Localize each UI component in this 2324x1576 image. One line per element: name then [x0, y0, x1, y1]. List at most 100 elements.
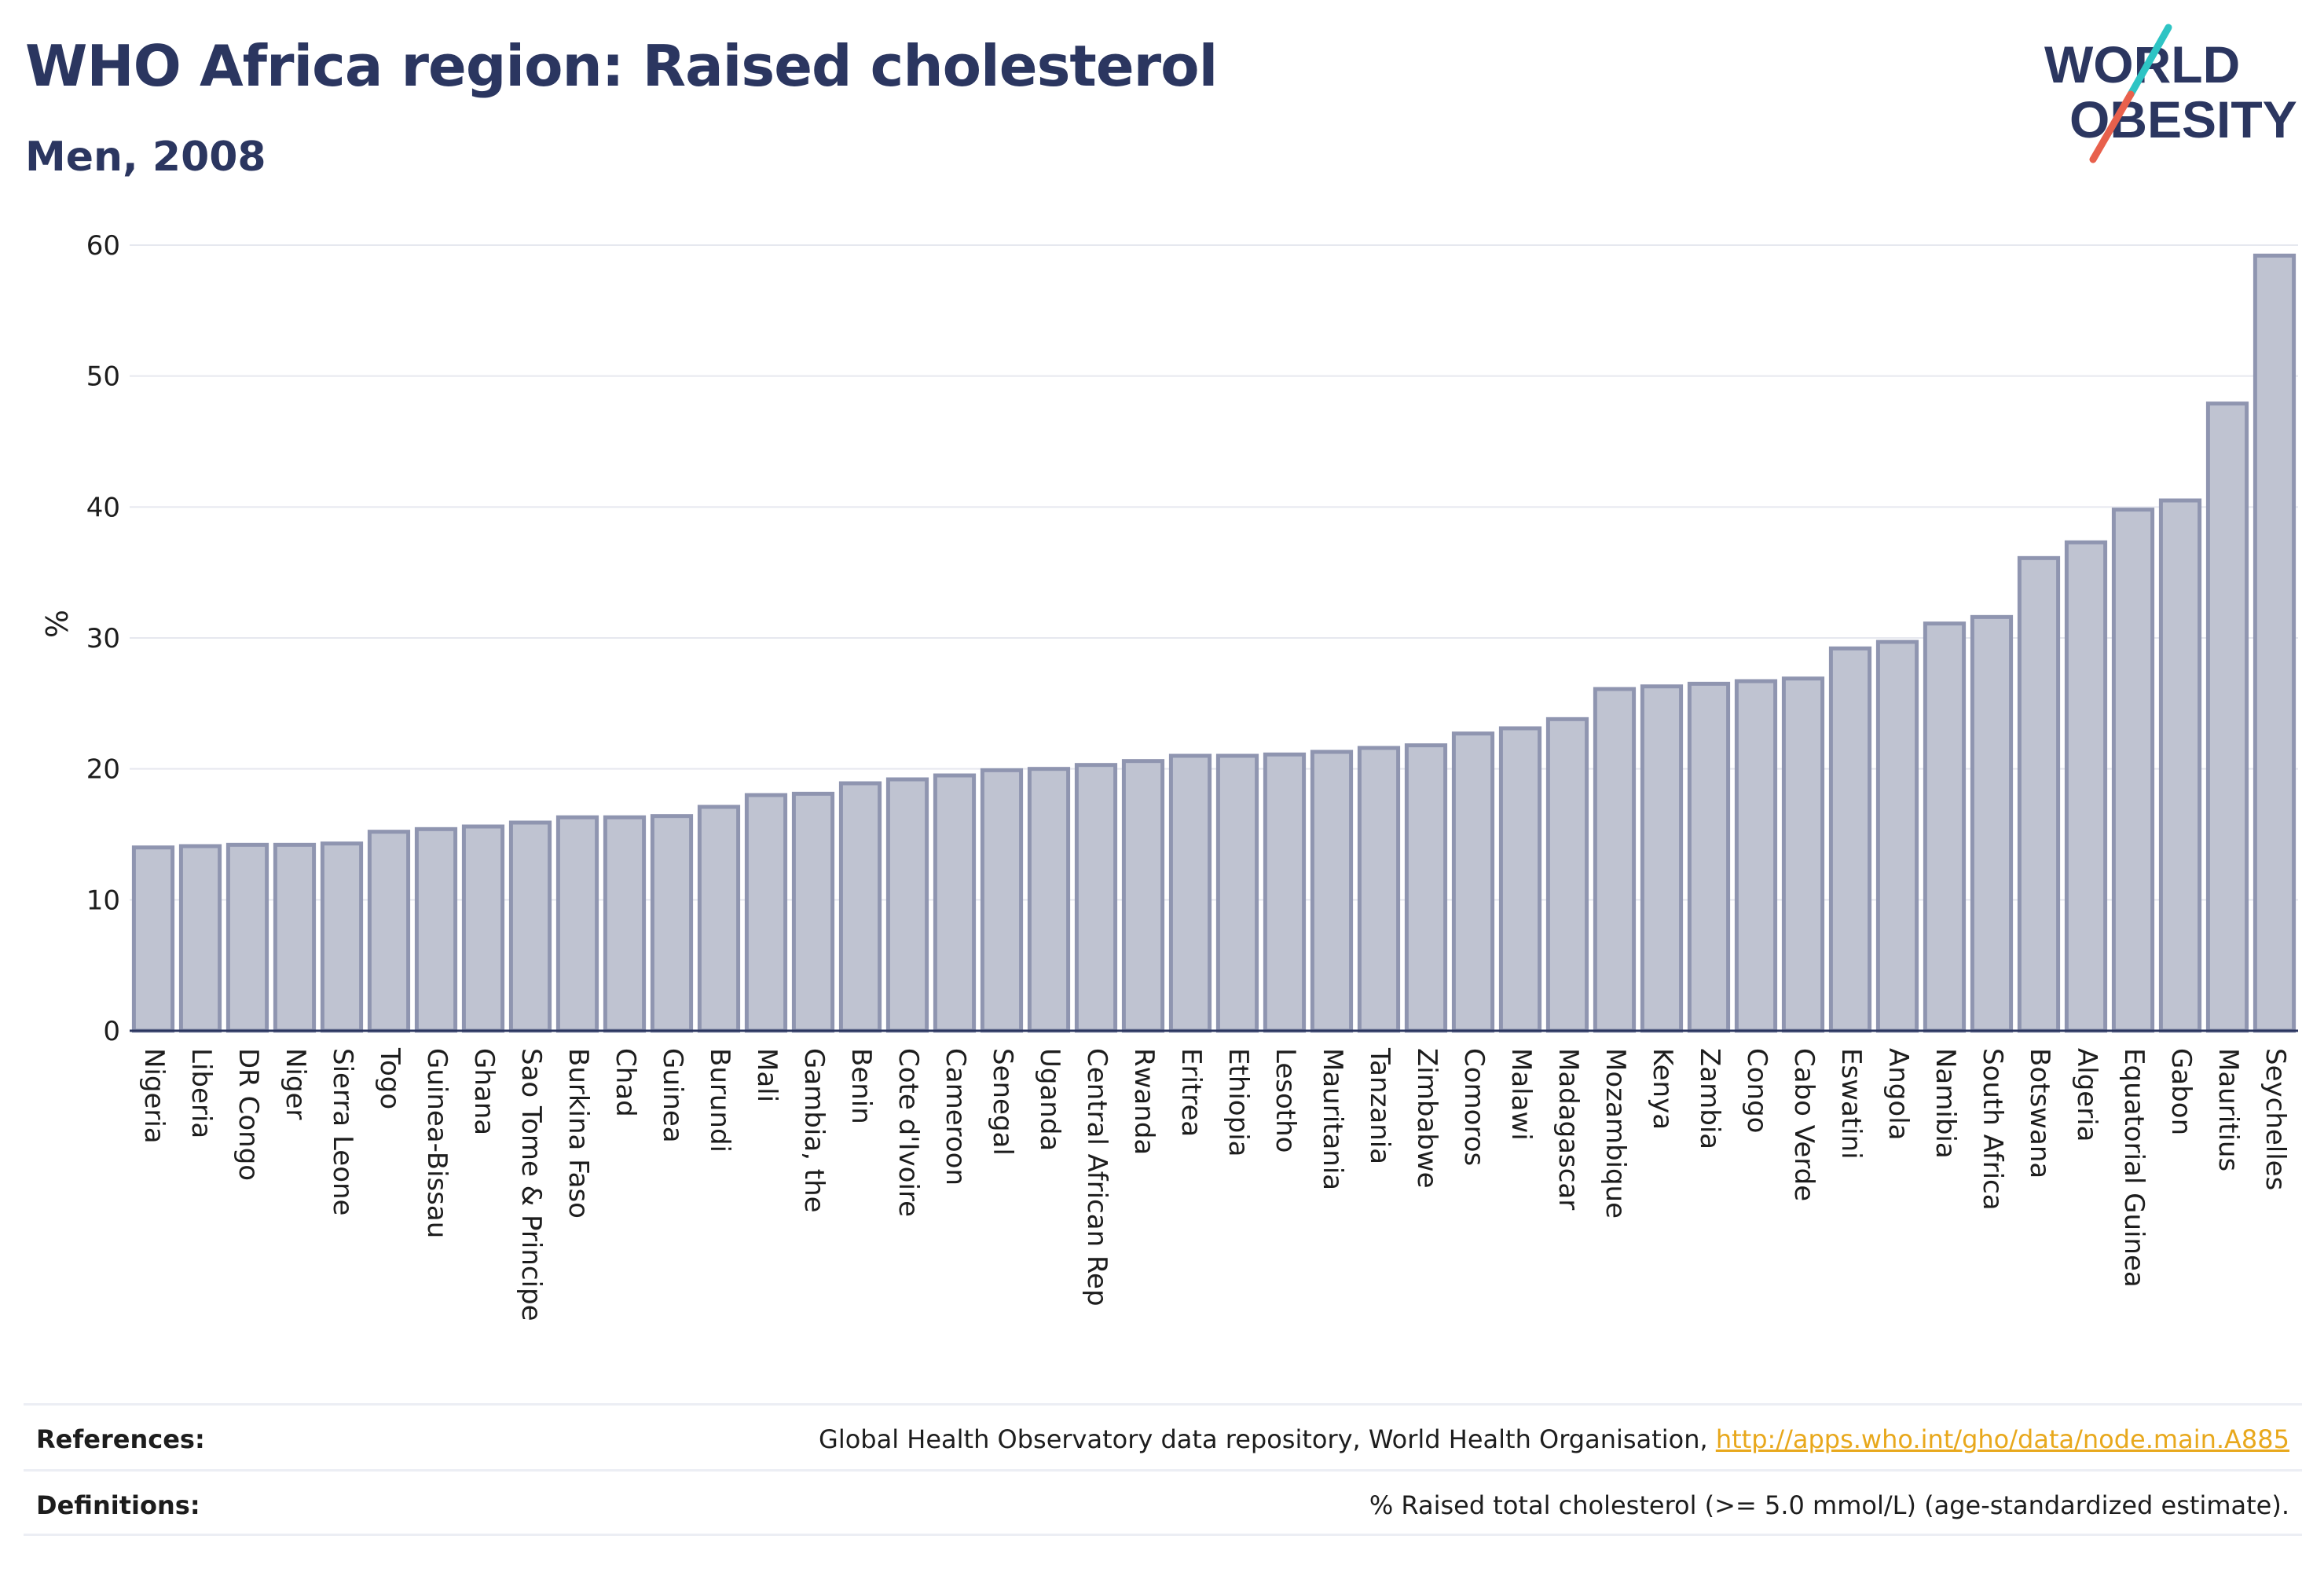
y-tick-label: 0: [103, 1016, 120, 1047]
x-tick-label: Gabon: [2165, 1048, 2197, 1135]
bar[interactable]: [178, 844, 222, 1033]
bar[interactable]: [2253, 253, 2297, 1033]
bar[interactable]: [2111, 508, 2155, 1033]
x-tick-label: Eritrea: [1175, 1048, 1207, 1137]
bar[interactable]: [1923, 621, 1967, 1033]
x-tick-label: Mozambique: [1600, 1048, 1631, 1219]
bar[interactable]: [1687, 681, 1731, 1033]
references-label: References:: [36, 1424, 205, 1454]
bar[interactable]: [1970, 614, 2014, 1033]
chart-subtitle: Men, 2008: [25, 134, 266, 181]
bar[interactable]: [367, 830, 411, 1033]
bar[interactable]: [933, 773, 977, 1033]
bars: [131, 253, 2297, 1033]
y-tick-label: 20: [86, 754, 120, 786]
y-axis-ticks: 0 10 20 30 40 50 60: [86, 230, 120, 1047]
y-axis-title: %: [38, 610, 73, 638]
x-tick-label: Botswana: [2024, 1048, 2055, 1178]
bar[interactable]: [603, 815, 647, 1033]
x-tick-label: Rwanda: [1128, 1048, 1160, 1155]
bar[interactable]: [1404, 743, 1448, 1033]
x-tick-label: Mauritania: [1317, 1048, 1348, 1190]
bar[interactable]: [1781, 676, 1825, 1033]
x-tick-label: Ethiopia: [1222, 1048, 1254, 1156]
bar[interactable]: [980, 768, 1024, 1033]
bar[interactable]: [2064, 540, 2108, 1033]
bar[interactable]: [1640, 684, 1684, 1033]
bar[interactable]: [744, 793, 788, 1033]
bar[interactable]: [1734, 679, 1778, 1033]
x-tick-label: DR Congo: [233, 1048, 264, 1181]
bar[interactable]: [1310, 750, 1354, 1033]
definitions-label: Definitions:: [36, 1490, 200, 1520]
bar[interactable]: [2017, 555, 2061, 1033]
x-tick-label: Burkina Faso: [563, 1048, 594, 1219]
x-tick-label: Gambia, the: [798, 1048, 830, 1213]
bar[interactable]: [273, 842, 317, 1033]
x-tick-label: Ghana: [468, 1048, 500, 1135]
bar[interactable]: [225, 842, 269, 1033]
x-tick-label: Angola: [1882, 1048, 1914, 1140]
bar[interactable]: [838, 781, 882, 1033]
bar[interactable]: [1121, 759, 1165, 1033]
bar[interactable]: [1498, 726, 1542, 1033]
x-tick-label: Burundi: [704, 1048, 735, 1153]
x-tick-label: Cote d'Ivoire: [893, 1048, 924, 1217]
bar[interactable]: [2205, 401, 2249, 1033]
x-tick-label: Niger: [280, 1048, 311, 1120]
references-link[interactable]: http://apps.who.int/gho/data/node.main.A…: [1715, 1424, 2289, 1454]
x-tick-label: Lesotho: [1270, 1048, 1301, 1153]
bar[interactable]: [320, 841, 364, 1033]
logo-graphic: WORLD OBESITY: [2044, 24, 2297, 163]
bar[interactable]: [2158, 498, 2202, 1033]
bar[interactable]: [885, 777, 929, 1033]
logo-line1: WORLD: [2044, 35, 2240, 93]
x-tick-label: Equatorial Guinea: [2118, 1048, 2150, 1288]
bar[interactable]: [1545, 717, 1589, 1033]
bar[interactable]: [131, 845, 175, 1033]
world-obesity-logo[interactable]: WORLD OBESITY: [2043, 20, 2310, 169]
bar[interactable]: [1027, 767, 1071, 1033]
bar[interactable]: [1593, 687, 1637, 1033]
logo-slash-bottom: [2089, 90, 2135, 163]
x-tick-label: South Africa: [1977, 1048, 2008, 1211]
x-tick-label: Senegal: [987, 1048, 1018, 1156]
x-tick-label: Malawi: [1505, 1048, 1537, 1141]
x-tick-label: Comoros: [1458, 1048, 1490, 1166]
bar[interactable]: [650, 814, 694, 1033]
bar[interactable]: [1074, 763, 1118, 1033]
x-tick-label: Sao Tome & Principe: [515, 1048, 547, 1321]
x-tick-label: Eswatini: [1835, 1048, 1867, 1160]
x-tick-label: Congo: [1741, 1048, 1772, 1133]
bar[interactable]: [1828, 646, 1872, 1033]
footer-divider-middle: [24, 1469, 2302, 1472]
x-tick-label: Togo: [374, 1047, 405, 1109]
bar[interactable]: [1263, 752, 1307, 1033]
bar[interactable]: [1357, 746, 1401, 1033]
definitions-text: % Raised total cholesterol (>= 5.0 mmol/…: [1369, 1490, 2289, 1520]
x-tick-label: Zambia: [1694, 1048, 1725, 1149]
definitions-row: Definitions: % Raised total cholesterol …: [24, 1474, 2302, 1537]
y-tick-label: 10: [86, 885, 120, 916]
bar[interactable]: [461, 824, 505, 1033]
x-tick-label: Liberia: [185, 1048, 217, 1138]
x-tick-label: Guinea: [657, 1048, 688, 1143]
x-tick-label: Cameroon: [940, 1048, 971, 1186]
bar[interactable]: [791, 791, 835, 1033]
bar[interactable]: [555, 815, 599, 1033]
x-tick-label: Sierra Leone: [327, 1048, 358, 1215]
bar[interactable]: [1215, 753, 1259, 1033]
x-tick-label: Seychelles: [2260, 1048, 2291, 1190]
bar[interactable]: [1168, 753, 1212, 1033]
bar[interactable]: [697, 804, 741, 1033]
bar[interactable]: [414, 826, 458, 1033]
x-tick-label: Mali: [751, 1048, 783, 1102]
y-tick-label: 60: [86, 230, 120, 262]
x-tick-label: Madagascar: [1552, 1048, 1584, 1210]
x-tick-label: Guinea-Bissau: [421, 1048, 453, 1238]
bar[interactable]: [508, 820, 552, 1033]
bar[interactable]: [1451, 731, 1495, 1033]
x-tick-label: Chad: [610, 1048, 641, 1117]
bar[interactable]: [1875, 640, 1919, 1033]
